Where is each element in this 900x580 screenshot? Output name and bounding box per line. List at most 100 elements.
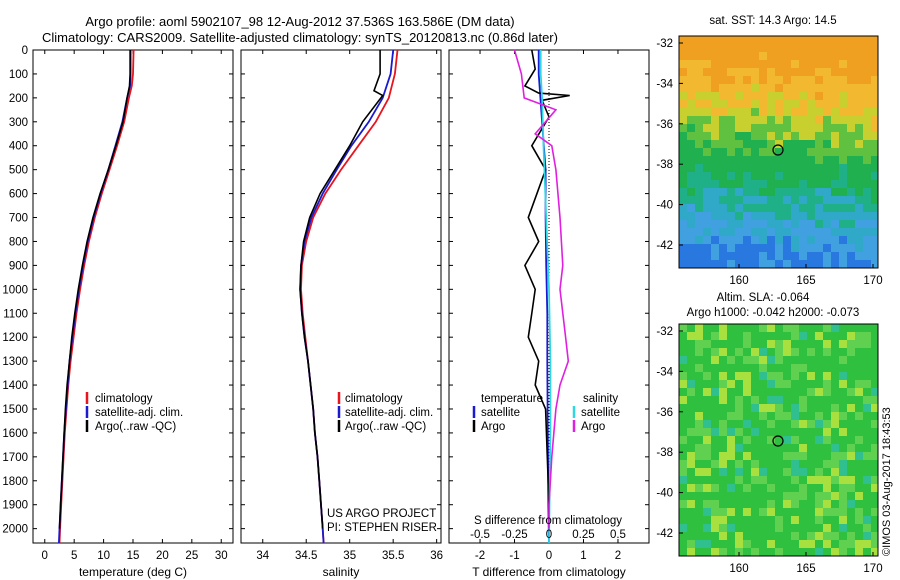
sla-cell	[711, 532, 719, 540]
sst-cell	[703, 164, 711, 172]
sla-cell	[839, 372, 847, 380]
sst-cell	[807, 252, 815, 260]
sst-cell	[727, 44, 735, 52]
sst-cell	[687, 116, 695, 124]
sst-cell	[719, 260, 727, 268]
sla-cell	[839, 404, 847, 412]
sst-cell	[703, 132, 711, 140]
sst-cell	[743, 68, 751, 76]
sst-cell	[703, 124, 711, 132]
sla-cell	[767, 508, 775, 516]
sla-cell	[815, 340, 823, 348]
sla-cell	[823, 388, 831, 396]
sla-cell	[863, 412, 871, 420]
sst-cell	[783, 68, 791, 76]
sla-cell	[767, 356, 775, 364]
sst-cell	[735, 92, 743, 100]
sla-cell	[791, 532, 799, 540]
sst-cell	[759, 164, 767, 172]
sla-cell	[759, 412, 767, 420]
sst-cell	[727, 76, 735, 84]
temperature-xtick-label: 0	[42, 550, 48, 562]
sst-cell	[823, 260, 831, 268]
sla-cell	[815, 468, 823, 476]
sst-cell	[695, 92, 703, 100]
sst-cell	[743, 52, 751, 60]
sla-cell	[759, 380, 767, 388]
sla-cell	[775, 476, 783, 484]
temperature-legend: climatology satellite-adj. clim. Argo(..…	[85, 392, 183, 433]
depth-tick-label: 2000	[2, 524, 28, 536]
sla-cell	[743, 492, 751, 500]
sst-cell	[711, 44, 719, 52]
sst-cell	[831, 84, 839, 92]
sst-cell	[703, 228, 711, 236]
sla-cell	[743, 372, 751, 380]
sla-cell	[759, 372, 767, 380]
sst-cell	[799, 196, 807, 204]
sla-cell	[831, 332, 839, 340]
sla-cell	[679, 364, 687, 372]
sla-cell	[799, 444, 807, 452]
sla-cell	[807, 460, 815, 468]
sst-cell	[863, 212, 871, 220]
sla-cell	[711, 380, 719, 388]
sst-cell	[743, 84, 751, 92]
lat-tick-label: -32	[656, 326, 673, 338]
sst-cell	[815, 180, 823, 188]
sst-cell	[703, 212, 711, 220]
sla-cell	[727, 452, 735, 460]
sla-cell	[751, 500, 759, 508]
sla-cell	[839, 524, 847, 532]
legend-temperature-title: temperature	[481, 393, 543, 405]
sla-cell	[855, 460, 863, 468]
sla-cell	[799, 532, 807, 540]
sst-cell	[743, 60, 751, 68]
sst-cell	[687, 188, 695, 196]
sla-cell	[679, 436, 687, 444]
sla-cell	[855, 468, 863, 476]
sla-cell	[727, 508, 735, 516]
sst-cell	[823, 116, 831, 124]
sst-cell	[863, 196, 871, 204]
sla-cell	[711, 476, 719, 484]
sst-cell	[783, 164, 791, 172]
sla-cell	[703, 324, 711, 332]
sla-cell	[767, 348, 775, 356]
sla-cell	[823, 460, 831, 468]
sla-cell	[711, 348, 719, 356]
sla-cell	[847, 468, 855, 476]
sst-cell	[871, 140, 878, 148]
sst-cell	[695, 132, 703, 140]
sla-cell	[727, 396, 735, 404]
sla-cell	[839, 500, 847, 508]
sla-cell	[791, 508, 799, 516]
sst-cell	[839, 76, 847, 84]
sst-cell	[807, 60, 815, 68]
sst-cell	[871, 164, 878, 172]
sla-cell	[687, 548, 695, 556]
sst-cell	[727, 68, 735, 76]
sst-cell	[855, 156, 863, 164]
sst-cell	[839, 68, 847, 76]
sst-cell	[863, 132, 871, 140]
sla-cell	[799, 340, 807, 348]
sla-cell	[711, 340, 719, 348]
sst-cell	[719, 156, 727, 164]
sla-cell	[767, 468, 775, 476]
sst-map-image	[679, 36, 878, 268]
sla-cell	[687, 508, 695, 516]
sst-cell	[871, 204, 878, 212]
sst-cell	[727, 164, 735, 172]
temperature-plot: 0 5 10 15 20 25 30	[42, 49, 228, 562]
sst-cell	[703, 116, 711, 124]
sst-cell	[735, 212, 743, 220]
lat-tick-label: -36	[656, 119, 673, 131]
sla-cell	[703, 436, 711, 444]
sla-cell	[711, 388, 719, 396]
sla-cell	[823, 404, 831, 412]
sla-cell	[815, 380, 823, 388]
sst-cell	[743, 244, 751, 252]
sst-cell	[863, 148, 871, 156]
sst-cell	[847, 36, 855, 44]
